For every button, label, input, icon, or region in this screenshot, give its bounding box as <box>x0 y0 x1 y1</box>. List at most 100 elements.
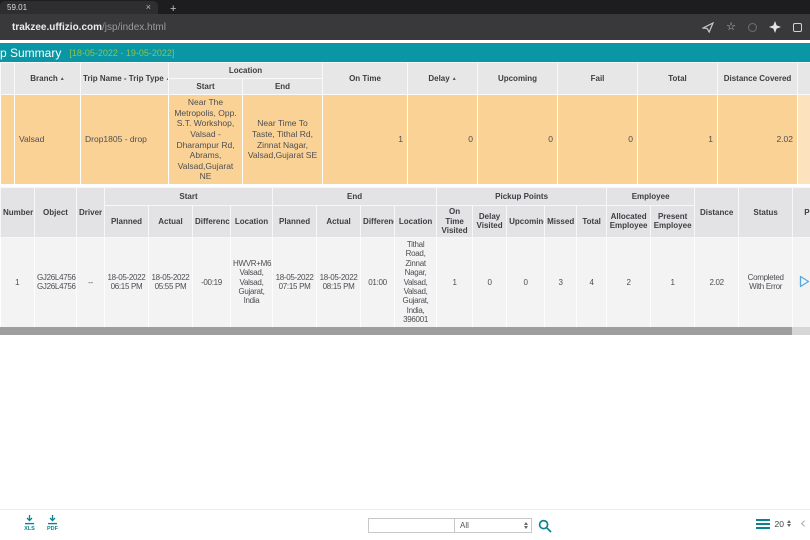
summary-cell-start-location: Near The Metropolis, Opp. S.T. Workshop,… <box>168 94 243 184</box>
extension-icon[interactable] <box>769 21 781 33</box>
export-xls-label: XLS <box>24 526 35 532</box>
detail-col-total[interactable]: Total <box>576 205 608 238</box>
detail-col-delay-visited[interactable]: Delay Visited <box>472 205 508 238</box>
detail-col-present-employee[interactable]: Present Employee <box>650 205 696 238</box>
summary-col-distance[interactable]: Distance Covered <box>717 62 798 95</box>
browser-tab-strip: 59.01 × + <box>0 0 810 15</box>
detail-cell-upcoming: 0 <box>506 237 546 327</box>
summary-col-blank <box>0 62 15 95</box>
page-title: p Summary <box>0 45 62 60</box>
tab-close-icon[interactable]: × <box>145 2 151 12</box>
detail-col-on-time-visited[interactable]: On Time Visited <box>436 205 474 238</box>
summary-col-cut <box>797 62 810 95</box>
summary-col-on-time[interactable]: On Time <box>322 62 408 95</box>
summary-col-start[interactable]: Start <box>168 78 243 95</box>
summary-col-trip[interactable]: Trip Name - Trip Type▲ <box>80 62 169 95</box>
export-xls-button[interactable]: XLS <box>24 515 35 532</box>
sort-asc-icon: ▲ <box>59 75 65 82</box>
detail-cell-on-time-visited: 1 <box>436 237 474 327</box>
select-arrows-icon <box>524 522 528 529</box>
page-size-value: 20 <box>774 518 784 529</box>
summary-col-total[interactable]: Total <box>637 62 718 95</box>
pagination-controls: 20 ‹ <box>755 514 806 532</box>
url-domain: trakzee.uffizio.com <box>12 21 103 33</box>
detail-col-object[interactable]: Object <box>34 187 77 238</box>
report-date-range: [18-05-2022 - 19-05-2022] <box>69 48 175 58</box>
detail-col-number[interactable]: Number <box>0 187 35 238</box>
summary-cell-trip: Drop1805 - drop <box>80 94 169 184</box>
summary-col-fail[interactable]: Fail <box>557 62 638 95</box>
summary-cell-total: 1 <box>637 94 718 184</box>
detail-col-start-difference[interactable]: Difference <box>192 205 231 238</box>
detail-cell-distance: 2.02 <box>694 237 740 327</box>
report-banner: p Summary [18-05-2022 - 19-05-2022] <box>0 43 810 62</box>
detail-col-end-actual[interactable]: Actual <box>316 205 362 238</box>
summary-cell-blank <box>0 94 15 184</box>
detail-group-start: Start <box>103 187 274 206</box>
detail-cell-start-location: HWVR+M6, Valsad, Valsad, Gujarat, India <box>230 237 274 327</box>
browser-url-bar[interactable]: trakzee.uffizio.com/jsp/index.html ☆ <box>0 14 810 40</box>
content-whitespace <box>0 334 810 509</box>
export-pdf-button[interactable]: PDF <box>47 515 58 532</box>
detail-row[interactable]: 1 GJ26L4756 GJ26L4756 -- 18-05-2022 06:1… <box>0 237 810 327</box>
summary-cell-distance: 2.02 <box>717 94 798 184</box>
playback-play-icon[interactable] <box>799 275 810 290</box>
new-tab-icon[interactable]: + <box>170 3 177 15</box>
detail-cell-delay-visited: 0 <box>472 237 508 327</box>
detail-cell-end-planned: 18-05-2022 07:15 PM <box>272 237 318 327</box>
detail-cell-start-planned: 18-05-2022 06:15 PM <box>104 237 149 327</box>
summary-col-upcoming[interactable]: Upcoming <box>477 62 558 95</box>
detail-col-distance[interactable]: Distance <box>694 187 740 238</box>
collapse-chevron-icon[interactable]: ‹ <box>800 514 806 532</box>
detail-col-start-location[interactable]: Location <box>229 205 274 238</box>
page-size-stepper[interactable]: 20 <box>775 519 791 529</box>
detail-col-start-actual[interactable]: Actual <box>148 205 193 238</box>
profile-circle-icon[interactable] <box>748 22 757 32</box>
detail-cell-end-difference: 01:00 <box>360 237 396 327</box>
summary-row[interactable]: Valsad Drop1805 - drop Near The Metropol… <box>0 94 810 184</box>
bookmark-star-icon[interactable]: ☆ <box>726 20 736 33</box>
summary-cell-upcoming: 0 <box>477 94 558 184</box>
detail-table: Number Object Driver Start End Pickup Po… <box>0 187 810 327</box>
detail-cell-driver: -- <box>76 237 105 327</box>
browser-tab[interactable]: 59.01 × <box>0 1 158 14</box>
status-link[interactable]: Completed With Error <box>738 237 794 327</box>
footer-toolbar: XLS PDF All 20 ‹ <box>0 509 810 540</box>
summary-col-end[interactable]: End <box>242 78 323 95</box>
detail-cell-end-location: Tithal Road, Zinnat Nagar, Valsad, Valsa… <box>394 237 438 327</box>
detail-col-missed[interactable]: Missed <box>544 205 578 238</box>
sort-asc-icon: ▲ <box>451 75 457 82</box>
col-label: Delay <box>428 73 450 83</box>
summary-cell-fail: 0 <box>557 94 638 184</box>
rows-per-page-icon[interactable] <box>755 518 770 529</box>
horizontal-scrollbar[interactable] <box>0 326 810 335</box>
share-icon[interactable] <box>702 21 715 33</box>
search-icon[interactable] <box>538 519 552 533</box>
browser-action-icons: ☆ <box>702 21 802 33</box>
summary-col-delay[interactable]: Delay ▲ <box>407 62 478 95</box>
summary-col-branch[interactable]: Branch ▲ <box>14 62 81 95</box>
search-input[interactable] <box>368 518 455 533</box>
detail-cell-number: 1 <box>0 237 35 327</box>
summary-cell-end-location: Near Time To Taste, Tithal Rd, Zinnat Na… <box>242 94 323 184</box>
detail-cell-missed: 3 <box>544 237 578 327</box>
detail-cell-start-difference: -00:19 <box>192 237 231 327</box>
detail-col-driver[interactable]: Driver <box>76 187 105 238</box>
search-column-select[interactable]: All <box>455 518 532 533</box>
detail-col-end-planned[interactable]: Planned <box>272 205 318 238</box>
detail-col-end-difference[interactable]: Difference <box>360 205 396 238</box>
detail-col-end-location[interactable]: Location <box>394 205 438 238</box>
detail-col-allocated-employee[interactable]: Allocated Employee <box>606 205 652 238</box>
url-text[interactable]: trakzee.uffizio.com/jsp/index.html <box>12 22 702 33</box>
detail-col-upcoming[interactable]: Upcoming <box>506 205 546 238</box>
chrome-page-gap <box>0 40 810 43</box>
tab-title: 59.01 <box>7 3 28 12</box>
summary-col-location: Location <box>168 62 323 79</box>
sort-asc-icon: ▲ <box>166 76 168 82</box>
window-icon[interactable] <box>793 22 802 32</box>
detail-col-start-planned[interactable]: Planned <box>104 205 149 238</box>
summary-cell-cut <box>797 94 810 184</box>
detail-cell-total: 4 <box>576 237 608 327</box>
scrollbar-thumb[interactable] <box>0 326 792 335</box>
detail-col-status[interactable]: Status <box>738 187 794 238</box>
